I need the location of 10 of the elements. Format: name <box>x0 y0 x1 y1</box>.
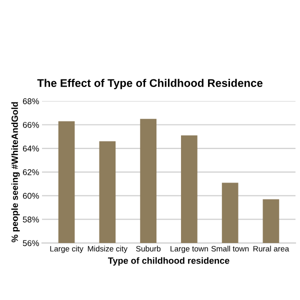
y-tick-label: 68% <box>22 98 39 104</box>
y-axis-title: % people seeing #WhiteAndGold <box>11 102 20 242</box>
y-tick-label: 56% <box>22 240 39 246</box>
y-tick-label: 64% <box>22 146 39 152</box>
chart-title: The Effect of Type of Childhood Residence <box>37 78 262 90</box>
y-tick-label: 58% <box>22 216 39 222</box>
y-tick-label: 66% <box>22 122 39 128</box>
y-tick-label: 60% <box>22 192 39 199</box>
y-tick-label: 62% <box>22 169 39 176</box>
x-axis-title: Type of childhood residence <box>108 257 230 266</box>
